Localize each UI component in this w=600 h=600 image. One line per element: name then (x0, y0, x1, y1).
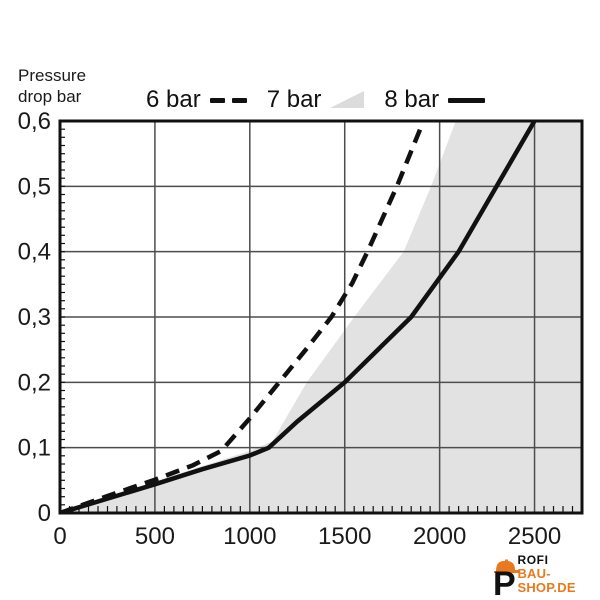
y-axis-title: Pressure drop bar (18, 66, 86, 107)
legend-item-8bar: 8 bar (384, 86, 486, 114)
legend-item-6bar: 6 bar (146, 86, 247, 114)
svg-text:0,4: 0,4 (18, 239, 51, 266)
logo-letter-wrap: P (493, 559, 520, 600)
logo-letter-p: P (493, 564, 516, 600)
logo-word-rest: ROFI (517, 553, 549, 567)
logo-domain: BAU-SHOP.DE (517, 566, 576, 596)
svg-text:0: 0 (53, 523, 66, 550)
dashed-line-icon (209, 97, 247, 103)
legend-label-7bar: 7 bar (266, 86, 322, 113)
logo-text: ROFI BAU-SHOP.DE (517, 553, 600, 599)
y-axis-title-line2: drop bar (18, 86, 82, 106)
legend-label-8bar: 8 bar (384, 86, 440, 113)
gray-area-icon (330, 90, 365, 108)
profi-bau-shop-logo: P ROFI BAU-SHOP.DE (493, 553, 600, 600)
svg-text:2000: 2000 (413, 523, 466, 550)
svg-text:2500: 2500 (508, 523, 561, 550)
y-axis-title-line1: Pressure (18, 66, 87, 85)
svg-text:0,5: 0,5 (18, 173, 51, 200)
legend-label-6bar: 6 bar (146, 86, 201, 113)
svg-text:0: 0 (38, 500, 51, 527)
svg-text:1000: 1000 (223, 523, 276, 550)
solid-line-icon (448, 97, 486, 103)
legend-item-7bar: 7 bar (267, 86, 365, 114)
svg-text:500: 500 (135, 523, 175, 550)
chart-legend: 6 bar 7 bar 8 bar (146, 86, 505, 114)
svg-text:0,6: 0,6 (18, 108, 51, 135)
svg-text:0,1: 0,1 (18, 435, 51, 462)
hard-hat-icon (494, 559, 520, 573)
svg-text:1500: 1500 (318, 523, 371, 550)
svg-text:0,2: 0,2 (18, 369, 51, 396)
svg-text:0,3: 0,3 (18, 304, 51, 331)
